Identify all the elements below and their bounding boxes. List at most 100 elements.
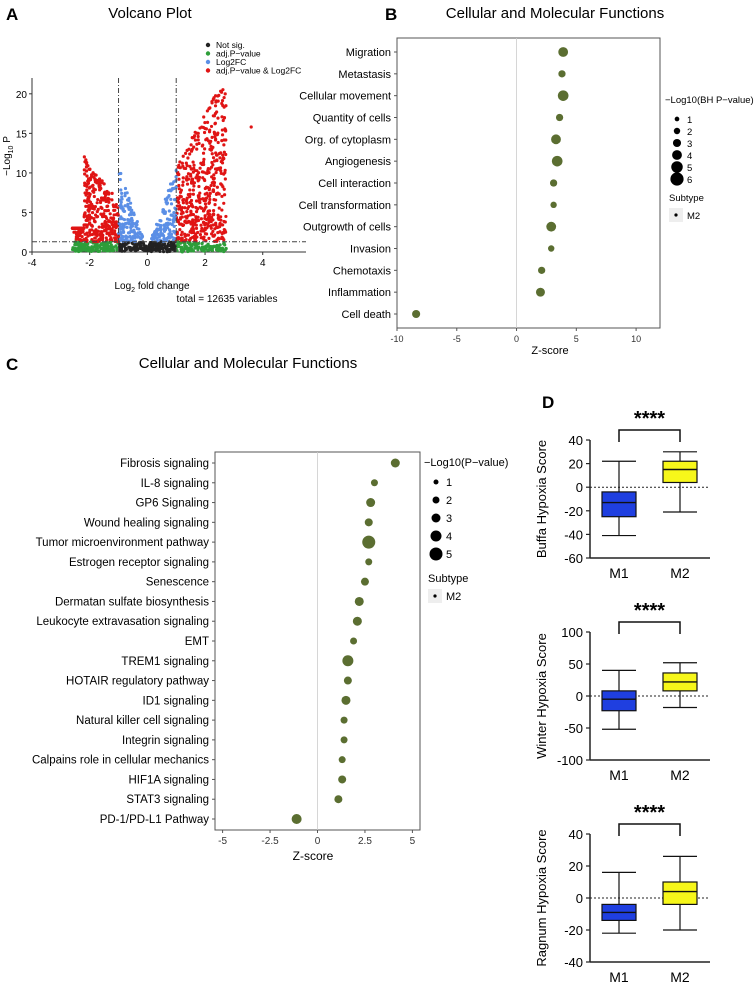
functions-panel-b: B Cellular and Molecular Functions Migra… xyxy=(299,5,754,357)
panel-b-x-axis-label: Z-score xyxy=(531,345,568,357)
panel-c-x-tick-label: 0 xyxy=(315,836,321,847)
not-sig-point xyxy=(139,244,143,248)
adj-p-log2fc-point xyxy=(194,199,199,203)
adj-p-log2fc-point xyxy=(223,92,227,96)
adj-p-log2fc-point xyxy=(213,104,218,108)
panel-b-dot xyxy=(549,179,558,187)
volcano-x-tick-label: -2 xyxy=(85,258,94,269)
adj-p-log2fc-point xyxy=(91,189,95,193)
adj-p-log2fc-point xyxy=(224,104,228,108)
adj-p-log2fc-point xyxy=(213,138,218,142)
box-y-tick-label: -40 xyxy=(564,955,583,970)
adj-p-log2fc-point xyxy=(222,219,226,224)
adj-p-log2fc-point xyxy=(215,158,219,162)
adj-p-log2fc-point xyxy=(86,208,90,212)
adj-p-log2fc-point xyxy=(102,229,107,233)
log2fc-point xyxy=(169,234,173,238)
log2fc-point xyxy=(135,223,139,227)
log2fc-point xyxy=(167,232,171,236)
adj-p-log2fc-point xyxy=(178,190,183,194)
adj-p-log2fc-point xyxy=(92,172,97,177)
panel-c-category-label: ID1 signaling xyxy=(143,695,209,707)
panel-b-size-legend-dot xyxy=(673,127,681,135)
adj-p-log2fc-point xyxy=(74,226,78,230)
adj-p-log2fc-point xyxy=(86,195,90,199)
adj-p-log2fc-point xyxy=(208,218,212,222)
adj-p-log2fc-point xyxy=(85,164,89,168)
log2fc-point xyxy=(172,198,177,202)
panel-b-dot xyxy=(550,201,557,209)
adj-p-log2fc-point xyxy=(93,188,97,192)
legend-marker xyxy=(205,59,211,65)
adj-p-log2fc-point xyxy=(208,197,212,202)
adj-p-log2fc-point xyxy=(100,238,104,242)
adj-p-log2fc-point xyxy=(114,202,118,207)
box-y-tick-label: -100 xyxy=(557,753,583,768)
box-y-tick-label: -60 xyxy=(564,551,583,566)
volcano-y-tick-label: 15 xyxy=(16,129,28,140)
adj-p-log2fc-point xyxy=(181,223,185,227)
adj-p-log2fc-point xyxy=(179,212,183,216)
volcano-total-label: total = 12635 variables xyxy=(177,294,278,305)
box-y-tick-label: 20 xyxy=(569,859,583,874)
box-plot-1: -60 -40 -20 0 20 40 Buffa Hypoxia Score M1 M2 ***… xyxy=(534,408,710,581)
panel-c-dot xyxy=(364,518,373,527)
adj-p-log2fc-point xyxy=(80,235,84,239)
adj-p-log2fc-point xyxy=(213,203,217,207)
not-sig-point xyxy=(163,245,168,249)
legend-marker xyxy=(205,68,211,73)
log2fc-point xyxy=(154,222,159,226)
box-x-tick-label: M2 xyxy=(670,767,690,783)
panel-c-category-label: PD-1/PD-L1 Pathway xyxy=(100,814,210,826)
panel-c-dot xyxy=(338,775,347,784)
panel-c-dot xyxy=(370,479,378,487)
volcano-y-axis-label: −Log10 P xyxy=(2,136,15,176)
adj-p-log2fc-point xyxy=(199,236,203,240)
box-plot-2: -100 -50 0 50 100 Winter Hypoxia Score M1 M2 ***… xyxy=(534,600,710,783)
adj-p-log2fc-point xyxy=(223,193,227,197)
adj-p-log2fc-point xyxy=(223,177,227,181)
adj-p-log2fc-point xyxy=(86,204,90,208)
panel-b-size-legend-dot xyxy=(671,161,683,173)
adj-p-log2fc-point xyxy=(81,230,85,234)
not-sig-point xyxy=(144,244,148,248)
adj-p-log2fc-point xyxy=(187,147,191,151)
panel-b-category-label: Invasion xyxy=(350,244,391,256)
box-y-tick-label: 100 xyxy=(561,625,583,640)
adj-p-log2fc-point xyxy=(204,138,208,142)
adj-p-point xyxy=(180,247,184,252)
adj-p-point xyxy=(88,247,92,251)
volcano-x-axis-label: Log2 fold change xyxy=(114,281,190,294)
panel-b-dot xyxy=(558,47,569,57)
not-sig-point xyxy=(151,247,155,251)
adj-p-log2fc-point xyxy=(97,177,102,181)
adj-p-log2fc-point xyxy=(210,135,214,139)
adj-p-log2fc-point xyxy=(216,213,220,217)
adj-p-log2fc-point xyxy=(216,140,220,145)
panel-letter-d: D xyxy=(542,393,554,412)
panel-c-x-axis-label: Z-score xyxy=(293,849,334,863)
log2fc-point xyxy=(159,228,163,232)
panel-b-category-label: Cell transformation xyxy=(299,200,391,212)
significance-stars: **** xyxy=(634,802,665,824)
adj-p-log2fc-point xyxy=(199,217,203,221)
adj-p-log2fc-point xyxy=(203,214,207,218)
adj-p-log2fc-point xyxy=(215,185,219,189)
adj-p-log2fc-point xyxy=(192,166,196,170)
panel-b-size-legend-dot xyxy=(674,116,680,122)
adj-p-log2fc-point xyxy=(181,183,185,187)
adj-p-log2fc-point xyxy=(220,133,225,137)
panel-b-size-legend-label: 1 xyxy=(687,115,692,126)
adj-p-log2fc-point xyxy=(211,229,215,234)
adj-p-log2fc-point xyxy=(184,215,188,219)
adj-p-log2fc-point xyxy=(83,181,87,185)
panel-b-dot xyxy=(558,70,566,78)
adj-p-point xyxy=(200,247,204,251)
adj-p-log2fc-point xyxy=(223,168,227,172)
panel-c-subtype-label: M2 xyxy=(446,591,461,603)
adj-p-log2fc-point xyxy=(212,180,217,185)
adj-p-log2fc-point xyxy=(211,223,215,227)
adj-p-log2fc-point xyxy=(199,229,203,233)
adj-p-point xyxy=(175,242,180,246)
not-sig-point xyxy=(141,241,145,245)
